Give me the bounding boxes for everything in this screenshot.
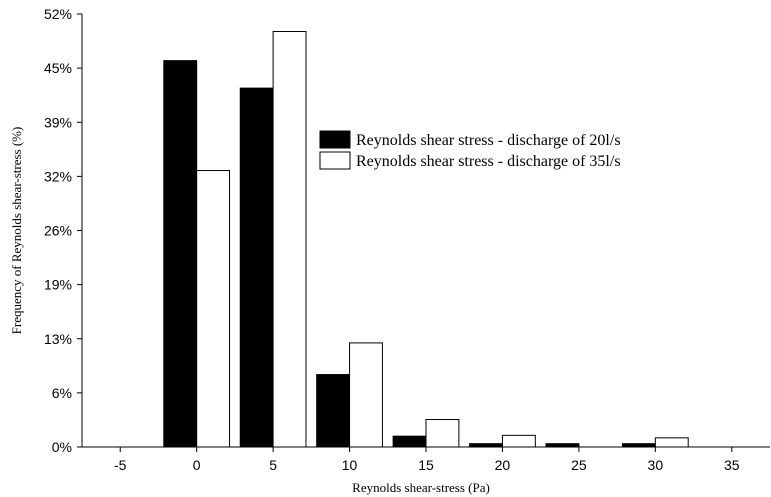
y-tick-label: 6% (52, 385, 72, 401)
x-tick-label: 20 (495, 457, 511, 473)
x-tick-label: 25 (571, 457, 587, 473)
y-tick-label: 19% (44, 277, 72, 293)
x-tick-label: 0 (193, 457, 201, 473)
legend-swatch-35ls (319, 151, 351, 170)
legend-swatch-20ls (319, 130, 351, 149)
y-tick-label: 26% (44, 223, 72, 239)
x-tick-label: 35 (724, 457, 740, 473)
x-tick-label: 10 (342, 457, 358, 473)
y-tick-label: 45% (44, 60, 72, 76)
x-tick-label: 5 (269, 457, 277, 473)
bar-series1-bin3 (316, 374, 351, 448)
y-tick-label: 32% (44, 168, 72, 184)
x-axis-label: Reynolds shear-stress (Pa) (352, 480, 490, 495)
bar-series2-bin2 (272, 30, 307, 448)
x-tick-label: 30 (648, 457, 664, 473)
legend-label-20ls: Reynolds shear stress - discharge of 20l… (356, 132, 621, 149)
y-tick-label: 39% (44, 114, 72, 130)
y-axis-label: Frequency of Reynolds shear-stress (%) (9, 127, 24, 335)
bar-series1-bin4 (392, 435, 427, 448)
legend: Reynolds shear stress - discharge of 20l… (319, 130, 621, 170)
legend-label-35ls: Reynolds shear stress - discharge of 35l… (356, 153, 621, 170)
y-ticks-group: 0% 6% 13% 19% 26% 32% 39% 45% 52% (44, 6, 82, 455)
bars-group (163, 30, 689, 448)
bar-series2-bin3 (349, 342, 383, 448)
x-tick-label: -5 (114, 457, 127, 473)
bar-series2-bin7 (654, 437, 689, 448)
bar-series1-bin1 (163, 60, 198, 448)
x-tick-label: 15 (418, 457, 434, 473)
bar-series2-bin1 (196, 170, 231, 448)
y-tick-label: 0% (52, 439, 72, 455)
y-tick-label: 52% (44, 6, 72, 22)
x-ticks-group: -5 0 5 10 15 20 25 30 35 (114, 447, 740, 473)
bar-series2-bin4 (425, 419, 460, 448)
y-tick-label: 13% (44, 331, 72, 347)
bar-series1-bin2 (239, 87, 274, 448)
bar-series2-bin5 (501, 434, 536, 448)
